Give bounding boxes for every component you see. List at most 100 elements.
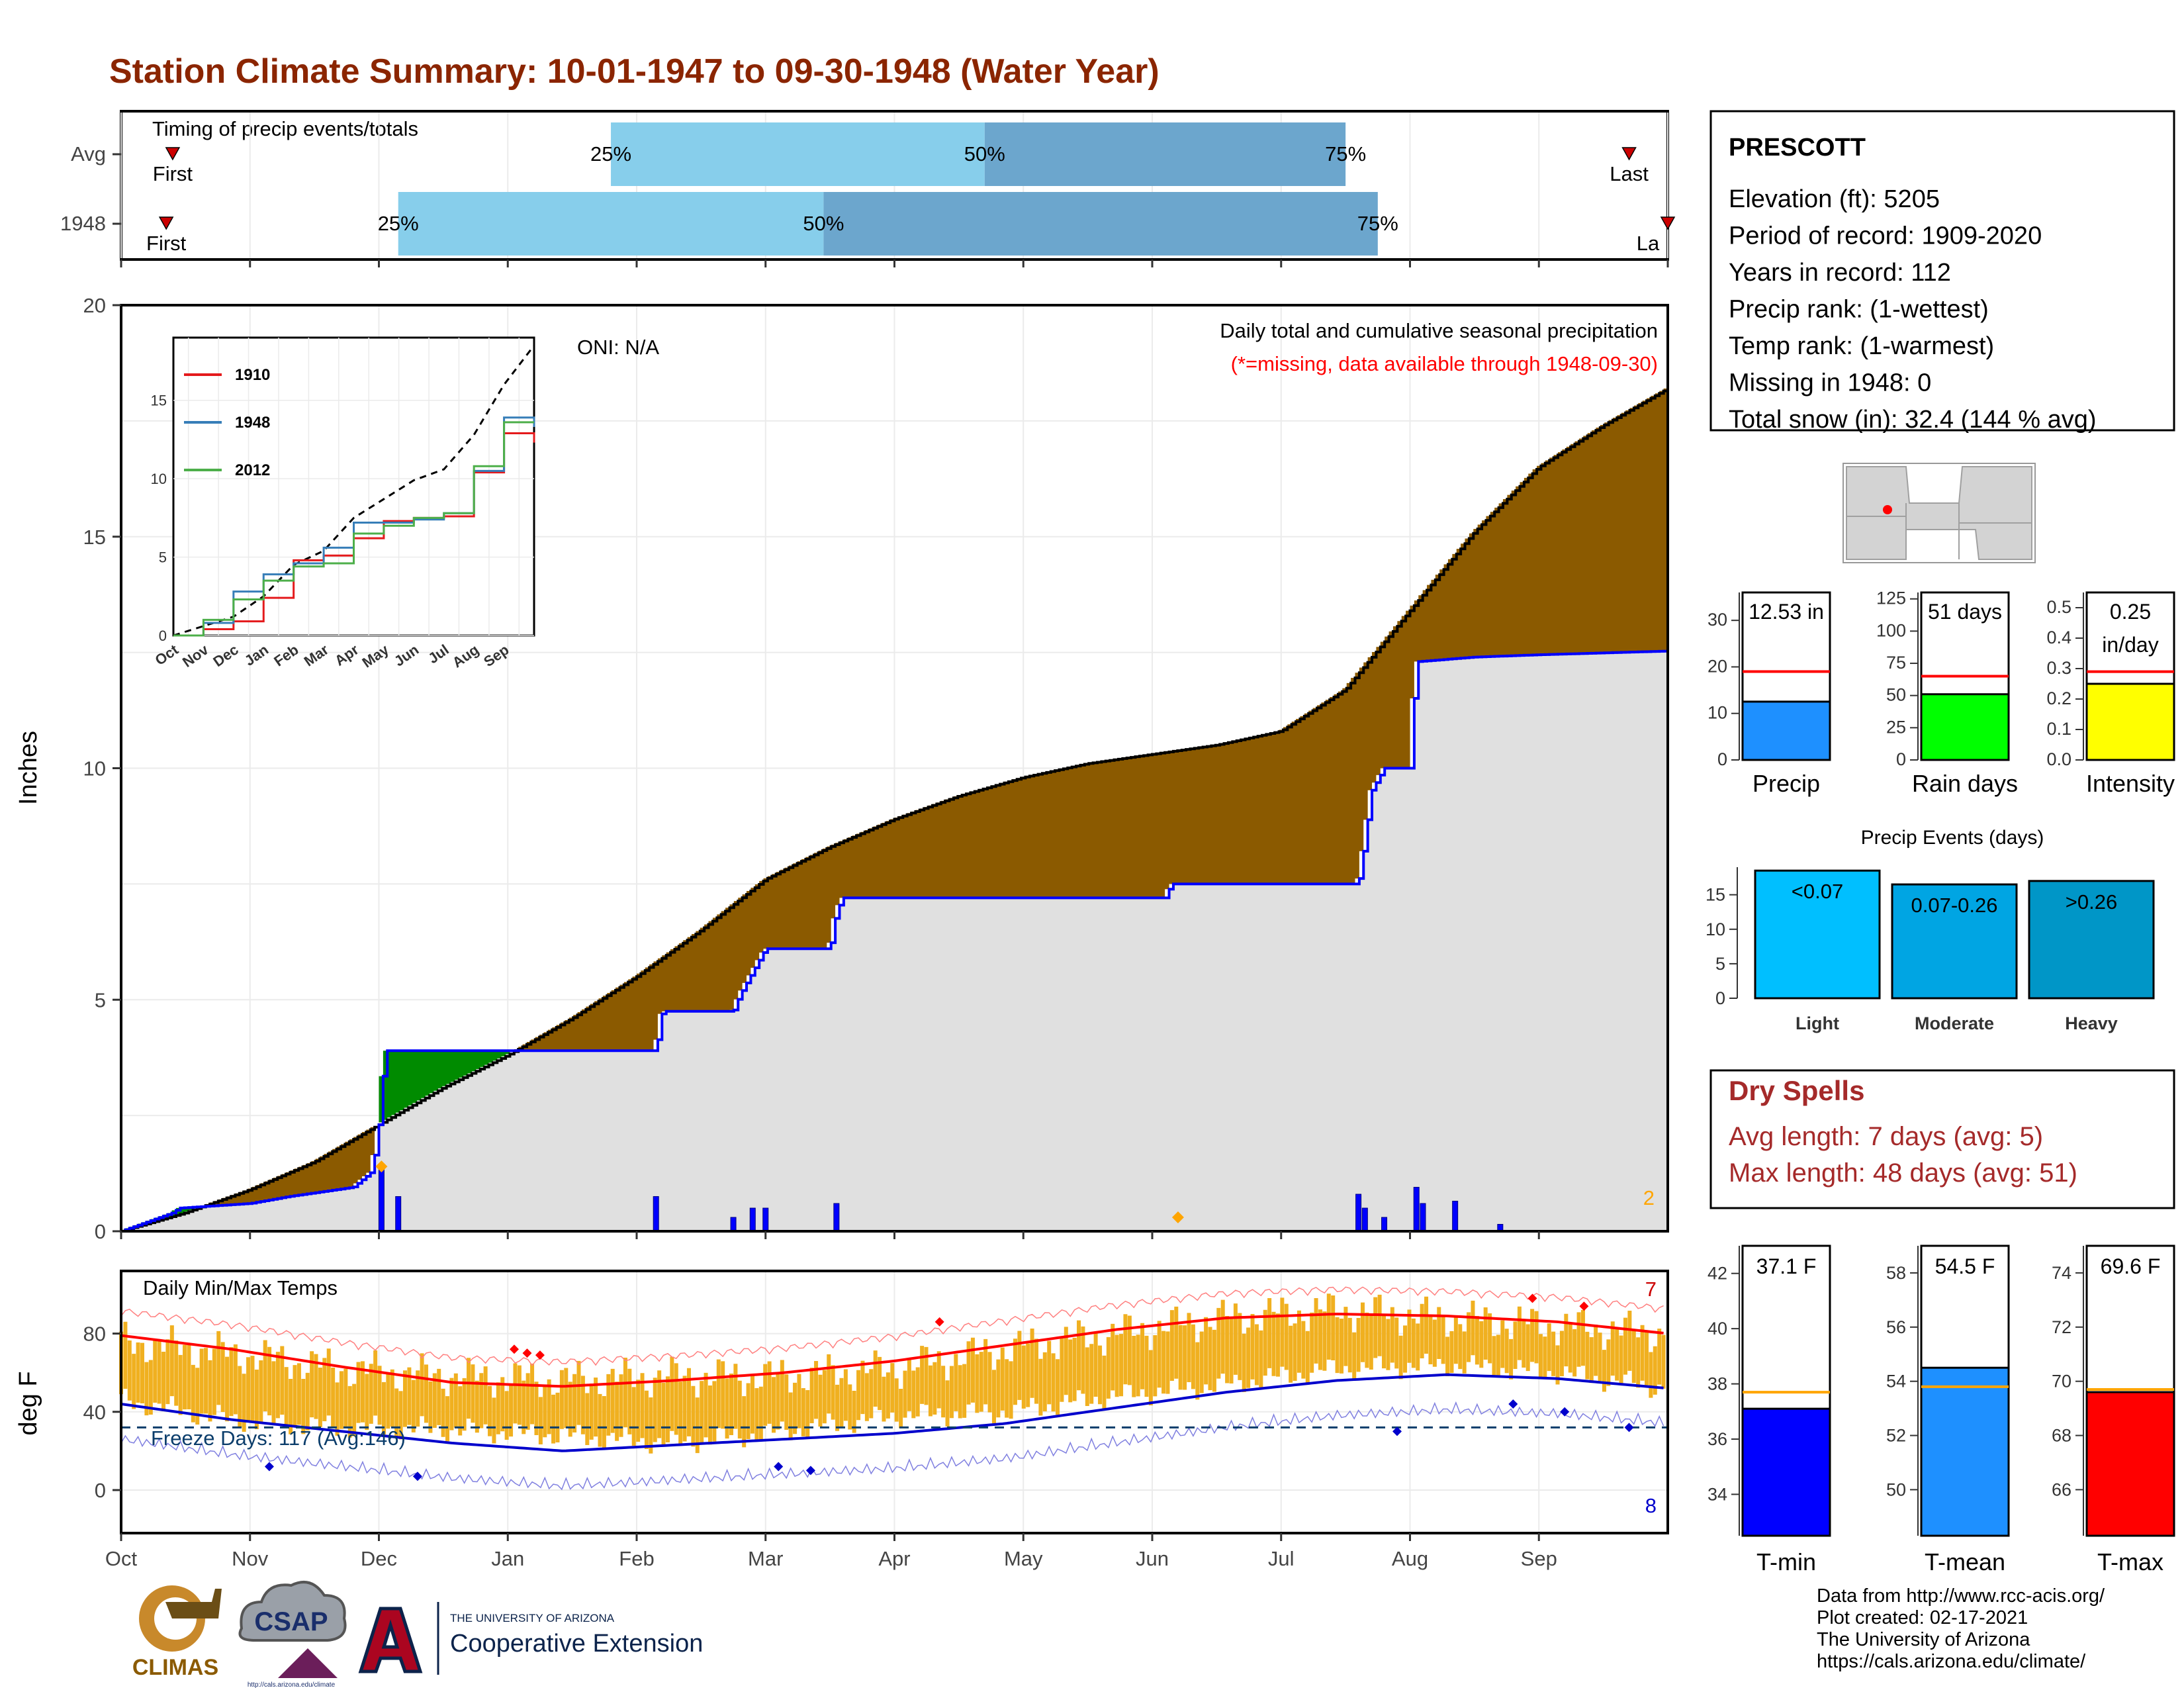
avg-tmax-line [120,1313,1664,1388]
timing-bar-50-75 [984,122,1346,186]
inset-legend-label: 1948 [235,414,270,432]
month-label: Feb [619,1547,654,1570]
csap-logo-url: http://cals.arizona.edu/climate [248,1681,336,1688]
inset-y-tick-label: 0 [159,628,167,644]
daily-precip-bar [1420,1203,1426,1232]
stat-bar-value-text: in/day [2102,633,2158,657]
stat-bar-y-tick-label: 0.0 [2046,749,2071,769]
stat-bar-y-tick-label: 25 [1886,717,1906,737]
snow-marker [375,1160,388,1173]
record-low-marker [412,1472,422,1481]
map-states-shape [1846,466,2032,560]
temp-bar-y-tick-label: 70 [2052,1372,2071,1391]
temp-bar-y-tick-label: 56 [1886,1317,1906,1337]
record-high-marker [1527,1293,1537,1303]
temp-bar-y-tick-label: 36 [1707,1429,1727,1449]
last-event-label: Last [1610,162,1649,185]
inset-y-tick-label: 5 [159,549,167,566]
timing-bar-25-50 [398,192,824,256]
stat-bar-value [1920,693,2010,761]
daily-precip-bar [730,1217,737,1232]
first-event-marker [158,216,174,230]
csap-logo-text: CSAP [254,1607,328,1636]
last-event-marker [1660,216,1676,230]
daily-precip-bar [1413,1187,1420,1232]
daily-precip-bar [1361,1207,1368,1232]
station-info-line: Total snow (in): 32.4 (144 % avg) [1729,406,2097,434]
temp-bar-label: T-mean [1925,1548,2005,1575]
inset-series-line [173,421,534,637]
map-state-borders [1846,503,2032,559]
stat-bar-y-tick-label: 0.4 [2046,628,2071,647]
temp-bar-value [1741,1407,1831,1537]
timing-bar-50-75 [823,192,1378,256]
daily-precip-bar [1452,1201,1459,1232]
inset-frame [172,336,535,637]
dry-spells-frame [1709,1069,2175,1209]
month-label: Jun [1136,1547,1169,1570]
station-info-line: Period of record: 1909-2020 [1729,222,2042,250]
record-low-marker [264,1462,274,1472]
temp-bar-y-tick-label: 68 [2052,1426,2071,1446]
temp-bar-value [1920,1366,2010,1537]
events-y-tick-label: 0 [1715,988,1725,1008]
precip-event-bar-text: <0.07 [1792,880,1843,903]
dry-spells-avg: Avg length: 7 days (avg: 5) [1729,1122,2043,1151]
timing-row-label-1948: 1948 [60,212,106,235]
stat-bar-value-text: 12.53 in [1749,600,1824,624]
dry-spells-max: Max length: 48 days (avg: 51) [1729,1158,2077,1188]
month-label: Sep [1521,1547,1557,1570]
precip-event-bar [2028,880,2155,1000]
precip-y-tick-label: 10 [83,757,106,780]
station-name: PRESCOTT [1729,134,1866,162]
events-y-tick-label: 5 [1715,954,1725,974]
timing-bar-25-50 [611,122,985,186]
first-event-label: First [153,162,193,185]
last-event-marker [1621,147,1637,161]
inset-legend-label: 2012 [235,461,270,479]
month-label: Apr [878,1547,910,1570]
precip-y-tick-label: 20 [83,294,106,317]
station-location-marker [1883,505,1892,514]
temp-panel-label: Daily Min/Max Temps [143,1276,338,1299]
inset-y-tick-label: 10 [151,471,167,487]
stat-bar-value-text: 51 days [1928,600,2002,624]
temp-bar-y-tick-label: 50 [1886,1479,1906,1499]
oni-label: ONI: N/A [577,336,659,359]
climas-logo-mark [165,1589,222,1618]
stat-bar-y-tick-label: 30 [1707,610,1727,630]
stat-bar-label: Rain days [1912,770,2018,797]
month-label: Oct [105,1547,138,1570]
stat-bar-y-tick-label: 0.1 [2046,719,2071,739]
station-frame [1709,110,2175,432]
month-label: Mar [748,1547,783,1570]
month-label: Dec [361,1547,397,1570]
csap-logo-mountain [278,1648,338,1678]
inset-y-tick-label: 15 [151,393,167,409]
month-label: Nov [232,1547,269,1570]
timing-pct-label: 50% [803,212,844,235]
record-high-marker [522,1348,532,1358]
temp-y-tick-label: 0 [95,1479,106,1502]
ua-logo: THE UNIVERSITY OF ARIZONA Cooperative Ex… [358,1602,703,1675]
station-info-line: Years in record: 112 [1729,259,1951,287]
missing-note: (*=missing, data available through 1948-… [1231,352,1658,375]
month-label: Jul [1268,1547,1295,1570]
stat-bar-y-tick-label: 0.3 [2046,658,2071,678]
daily-precip-bar [395,1196,402,1232]
precip-corner-count: 2 [1643,1186,1655,1209]
timing-label: Timing of precip events/totals [152,117,418,140]
temp-bar-value [2085,1391,2175,1537]
month-label: May [1004,1547,1043,1570]
timing-pct-label: 25% [590,142,631,165]
record-high-marker [535,1350,545,1360]
precip-event-label: Light [1796,1013,1839,1033]
ua-logo-small: THE UNIVERSITY OF ARIZONA [450,1612,615,1624]
daily-precip-bar [762,1207,769,1232]
stat-bar-y-tick-label: 0 [1717,749,1727,769]
precip-event-bar-text: 0.07-0.26 [1911,894,1998,917]
temp-bar-y-tick-label: 58 [1886,1263,1906,1283]
timing-row-label-avg: Avg [71,142,106,165]
timing-pct-label: 50% [964,142,1005,165]
temp-panel: 0 40 80 deg F Daily Min/Max Temps Freeze D… [15,1270,1669,1534]
